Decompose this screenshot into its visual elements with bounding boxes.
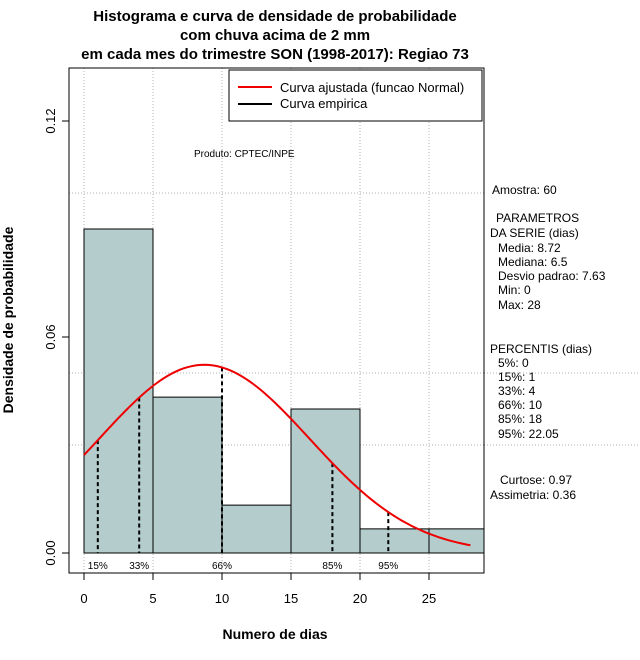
- percentile-label-4: 95%: [378, 561, 398, 572]
- histogram-bar-5: [428, 528, 485, 554]
- stat-p33: 33%: 4: [498, 384, 536, 398]
- legend: Curva ajustada (funcao Normal) Curva emp…: [228, 69, 483, 122]
- normal-fit-curve: [83, 363, 471, 547]
- x-tick-label-2: 10: [215, 591, 229, 606]
- y-tick-label-2: 0.12: [43, 108, 58, 133]
- y-tick-label-0: 0.00: [43, 540, 58, 565]
- x-axis: 0 5 10 15 20 25: [80, 572, 436, 606]
- histogram-bar-2: [221, 504, 292, 554]
- legend-label-normal: Curva ajustada (funcao Normal): [280, 80, 464, 95]
- percentile-lines: 15% 33% 66% 85% 95%: [88, 367, 398, 572]
- stat-desvio: Desvio padrao: 7.63: [498, 269, 606, 283]
- stat-percentis-title: PERCENTIS (dias): [490, 342, 592, 356]
- histogram-bar-0: [83, 228, 154, 554]
- product-credit: Produto: CPTEC/INPE: [194, 149, 295, 160]
- percentile-label-2: 66%: [212, 561, 232, 572]
- chart-title-line-2: com chuva acima de 2 mm: [180, 27, 370, 44]
- stat-parametros-title: PARAMETROS: [496, 211, 579, 225]
- legend-label-empirical: Curva empirica: [280, 96, 368, 111]
- histogram-bar-4: [359, 528, 430, 554]
- stat-p5: 5%: 0: [498, 356, 529, 370]
- x-tick-label-0: 0: [80, 591, 87, 606]
- stat-amostra: Amostra: 60: [492, 183, 557, 197]
- stat-p95: 95%: 22.05: [498, 427, 559, 441]
- stats-panel: Amostra: 60 PARAMETROS DA SERIE (dias) M…: [490, 183, 606, 502]
- histogram-bars: [83, 228, 485, 554]
- stat-min: Min: 0: [498, 283, 531, 297]
- stat-parametros-subtitle: DA SERIE (dias): [490, 226, 579, 240]
- percentile-label-0: 15%: [88, 561, 108, 572]
- percentile-label-3: 85%: [322, 561, 342, 572]
- x-axis-title: Numero de dias: [222, 626, 327, 642]
- x-tick-label-5: 25: [422, 591, 436, 606]
- y-axis: 0.00 0.06 0.12: [43, 108, 70, 566]
- histogram-bar-1: [152, 396, 223, 554]
- stat-p66: 66%: 10: [498, 398, 542, 412]
- chart-title-line-3: em cada mes do trimestre SON (1998-2017)…: [81, 46, 469, 63]
- y-axis-title: Densidade de probabilidade: [0, 226, 16, 413]
- chart-title-line-1: Histograma e curva de densidade de proba…: [93, 8, 456, 25]
- x-tick-label-4: 20: [353, 591, 367, 606]
- stat-assimetria: Assimetria: 0.36: [490, 488, 576, 502]
- percentile-label-1: 33%: [129, 561, 149, 572]
- x-tick-label-1: 5: [149, 591, 156, 606]
- x-tick-label-3: 15: [284, 591, 298, 606]
- y-tick-label-1: 0.06: [43, 324, 58, 349]
- legend-box: [228, 69, 483, 122]
- stat-p85: 85%: 18: [498, 412, 542, 426]
- stat-curtose: Curtose: 0.97: [500, 473, 572, 487]
- stat-media: Media: 8.72: [498, 241, 561, 255]
- stat-max: Max: 28: [498, 298, 541, 312]
- stat-mediana: Mediana: 6.5: [498, 255, 568, 269]
- histogram-bar-3: [290, 408, 361, 554]
- stat-p15: 15%: 1: [498, 370, 536, 384]
